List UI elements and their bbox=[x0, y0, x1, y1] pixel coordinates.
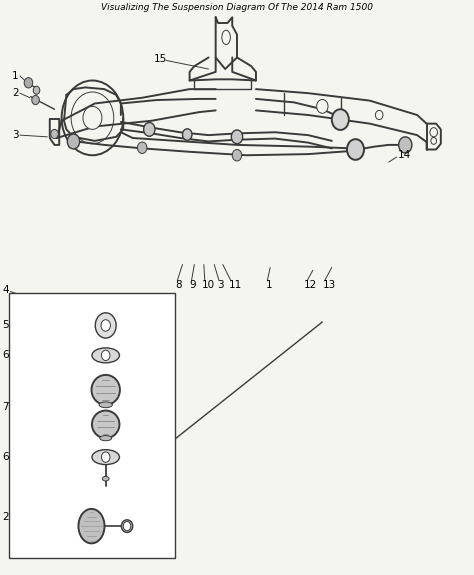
Bar bbox=[0, 0, 474, 288]
Text: 2: 2 bbox=[12, 88, 18, 98]
Ellipse shape bbox=[91, 375, 120, 405]
Circle shape bbox=[182, 129, 192, 140]
Circle shape bbox=[51, 129, 58, 139]
Ellipse shape bbox=[92, 348, 119, 363]
Text: 14: 14 bbox=[398, 150, 411, 160]
Bar bbox=[9, 293, 175, 558]
Text: 10: 10 bbox=[201, 279, 215, 290]
Text: 9: 9 bbox=[190, 279, 196, 290]
Circle shape bbox=[24, 78, 33, 88]
Circle shape bbox=[83, 106, 102, 129]
Circle shape bbox=[137, 142, 147, 154]
Circle shape bbox=[95, 313, 116, 338]
Ellipse shape bbox=[99, 402, 112, 408]
Text: 12: 12 bbox=[303, 279, 317, 290]
Ellipse shape bbox=[102, 476, 109, 481]
Circle shape bbox=[232, 150, 242, 161]
Circle shape bbox=[332, 109, 349, 130]
Ellipse shape bbox=[222, 30, 230, 45]
Circle shape bbox=[430, 128, 438, 137]
Circle shape bbox=[231, 130, 243, 144]
Circle shape bbox=[399, 137, 412, 153]
Ellipse shape bbox=[92, 411, 119, 438]
Circle shape bbox=[32, 95, 39, 105]
Ellipse shape bbox=[100, 436, 111, 440]
Circle shape bbox=[101, 452, 110, 462]
Text: 6: 6 bbox=[2, 350, 9, 361]
Circle shape bbox=[347, 139, 364, 160]
Text: 8: 8 bbox=[175, 279, 182, 290]
Circle shape bbox=[101, 320, 110, 331]
Text: 7: 7 bbox=[2, 402, 9, 412]
Text: 11: 11 bbox=[229, 279, 242, 290]
Circle shape bbox=[123, 522, 131, 531]
Text: 6: 6 bbox=[2, 452, 9, 462]
Ellipse shape bbox=[121, 520, 133, 532]
Circle shape bbox=[375, 110, 383, 120]
Circle shape bbox=[431, 137, 437, 144]
Text: 1: 1 bbox=[265, 279, 272, 290]
Ellipse shape bbox=[92, 450, 119, 465]
Text: Visualizing The Suspension Diagram Of The 2014 Ram 1500: Visualizing The Suspension Diagram Of Th… bbox=[101, 3, 373, 12]
Text: 3: 3 bbox=[217, 279, 224, 290]
Circle shape bbox=[67, 134, 80, 149]
Text: 1: 1 bbox=[12, 71, 18, 81]
Circle shape bbox=[144, 122, 155, 136]
Ellipse shape bbox=[78, 509, 104, 543]
Circle shape bbox=[101, 350, 110, 361]
Circle shape bbox=[317, 99, 328, 113]
Text: 3: 3 bbox=[12, 130, 18, 140]
Text: 15: 15 bbox=[154, 53, 167, 64]
Text: 13: 13 bbox=[322, 279, 336, 290]
Text: 4: 4 bbox=[2, 285, 9, 296]
Text: 5: 5 bbox=[2, 320, 9, 331]
Circle shape bbox=[33, 86, 40, 94]
Text: 2: 2 bbox=[2, 512, 9, 523]
